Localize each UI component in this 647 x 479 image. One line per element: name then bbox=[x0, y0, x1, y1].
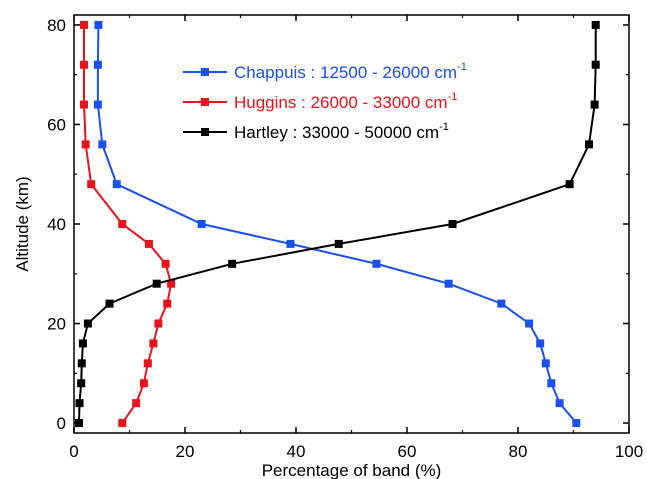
series-0 bbox=[93, 20, 581, 428]
data-point bbox=[590, 100, 599, 109]
data-point bbox=[105, 299, 114, 308]
data-point bbox=[139, 379, 148, 388]
data-point bbox=[81, 140, 90, 149]
series-line bbox=[83, 25, 173, 424]
data-point bbox=[79, 60, 88, 69]
y-tick-label: 80 bbox=[47, 16, 66, 35]
data-point bbox=[93, 100, 102, 109]
ticks-layer: 0 20 40 60 80 100 0 20 40 60 80 bbox=[47, 15, 643, 461]
legend-label: Chappuis : 12500 - 26000 cm-1 bbox=[234, 61, 467, 82]
legend-label-text: Chappuis : 12500 - 26000 cm bbox=[234, 63, 457, 82]
data-point bbox=[444, 279, 453, 288]
y-tick-label: 0 bbox=[57, 414, 66, 433]
data-point bbox=[541, 359, 550, 368]
data-point bbox=[572, 419, 581, 428]
legend-label: Huggins : 26000 - 33000 cm-1 bbox=[234, 91, 457, 112]
data-point bbox=[118, 419, 127, 428]
data-point bbox=[163, 299, 172, 308]
data-point bbox=[79, 100, 88, 109]
legend-marker bbox=[201, 68, 209, 76]
data-point bbox=[79, 20, 88, 29]
data-point bbox=[565, 180, 574, 189]
data-point bbox=[77, 359, 86, 368]
x-tick-label: 60 bbox=[398, 442, 417, 461]
series-layer bbox=[74, 20, 600, 428]
legend-item: Huggins : 26000 - 33000 cm-1 bbox=[183, 91, 457, 112]
data-point bbox=[372, 259, 381, 268]
legend-label: Hartley : 33000 - 50000 cm-1 bbox=[234, 121, 449, 142]
data-point bbox=[75, 399, 84, 408]
x-tick-label: 40 bbox=[287, 442, 306, 461]
y-axis-title: Altitude (km) bbox=[13, 176, 32, 271]
x-tick-label: 0 bbox=[69, 442, 78, 461]
legend-label-superscript: -1 bbox=[439, 121, 449, 133]
data-point bbox=[585, 140, 594, 149]
data-point bbox=[83, 319, 92, 328]
data-point bbox=[154, 319, 163, 328]
data-point bbox=[77, 379, 86, 388]
legend-marker bbox=[201, 128, 209, 136]
data-point bbox=[525, 319, 534, 328]
data-point bbox=[98, 140, 107, 149]
legend-label-text: Huggins : 26000 - 33000 cm bbox=[234, 93, 448, 112]
data-point bbox=[161, 259, 170, 268]
series-line bbox=[96, 24, 578, 424]
x-tick-label: 20 bbox=[176, 442, 195, 461]
data-point bbox=[93, 60, 102, 69]
data-point bbox=[132, 399, 141, 408]
data-point bbox=[94, 20, 103, 29]
data-point bbox=[536, 339, 545, 348]
data-point bbox=[591, 60, 600, 69]
data-point bbox=[149, 339, 158, 348]
data-point bbox=[197, 220, 206, 228]
data-point bbox=[497, 299, 506, 308]
x-axis-title: Percentage of band (%) bbox=[262, 461, 442, 479]
series-line bbox=[78, 25, 597, 424]
data-point bbox=[448, 220, 457, 228]
x-tick-label: 100 bbox=[615, 442, 643, 461]
data-point bbox=[144, 239, 153, 248]
series-1 bbox=[79, 20, 176, 428]
data-point bbox=[228, 259, 237, 268]
data-point bbox=[167, 279, 176, 288]
data-point bbox=[591, 20, 600, 29]
data-point bbox=[87, 180, 96, 189]
y-tick-label: 60 bbox=[47, 115, 66, 134]
y-tick-label: 20 bbox=[47, 315, 66, 334]
data-point bbox=[286, 239, 295, 248]
legend-label-superscript: -1 bbox=[448, 91, 458, 103]
y-tick-label: 40 bbox=[47, 215, 66, 234]
data-point bbox=[74, 419, 83, 428]
data-point bbox=[118, 220, 127, 228]
legend-item: Hartley : 33000 - 50000 cm-1 bbox=[183, 121, 449, 142]
series-2 bbox=[74, 20, 600, 428]
legend-label-superscript: -1 bbox=[457, 61, 467, 73]
x-tick-label: 80 bbox=[509, 442, 528, 461]
data-point bbox=[78, 339, 87, 348]
data-point bbox=[547, 379, 556, 388]
data-point bbox=[334, 239, 343, 248]
data-point bbox=[143, 359, 152, 368]
data-point bbox=[555, 399, 564, 408]
data-point bbox=[112, 180, 121, 189]
legend-marker bbox=[201, 98, 209, 106]
data-point bbox=[152, 279, 161, 288]
legend-item: Chappuis : 12500 - 26000 cm-1 bbox=[183, 61, 467, 82]
legend-label-text: Hartley : 33000 - 50000 cm bbox=[234, 123, 439, 142]
